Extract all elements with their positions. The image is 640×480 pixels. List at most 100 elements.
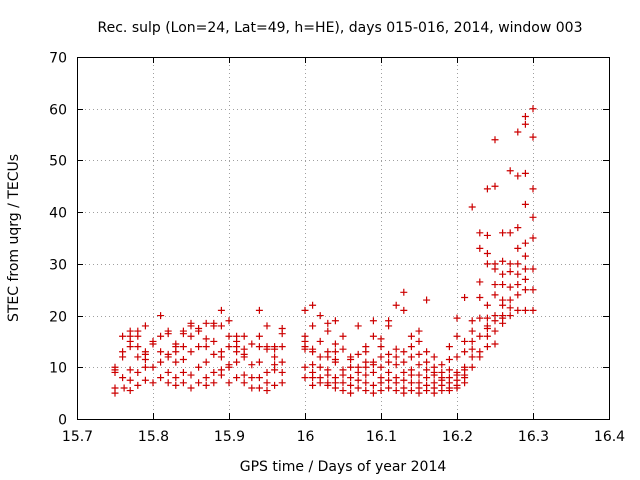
data-point bbox=[172, 340, 180, 348]
data-point bbox=[385, 376, 393, 384]
data-point bbox=[126, 387, 134, 395]
data-point bbox=[423, 296, 431, 304]
data-point bbox=[521, 120, 529, 128]
data-point bbox=[362, 371, 370, 379]
data-point bbox=[438, 361, 446, 369]
data-point bbox=[400, 376, 408, 384]
data-point bbox=[362, 343, 370, 351]
data-point bbox=[134, 343, 142, 351]
data-point bbox=[491, 340, 499, 348]
data-point bbox=[499, 281, 507, 289]
data-point bbox=[271, 353, 279, 361]
data-point bbox=[126, 366, 134, 374]
data-point bbox=[369, 389, 377, 397]
data-point bbox=[461, 363, 469, 371]
data-point bbox=[278, 379, 286, 387]
data-point bbox=[430, 363, 438, 371]
data-point bbox=[225, 379, 233, 387]
data-point bbox=[400, 358, 408, 366]
data-point bbox=[157, 358, 165, 366]
data-point bbox=[195, 343, 203, 351]
data-point bbox=[407, 353, 415, 361]
y-tick-label: 60 bbox=[49, 103, 67, 119]
data-point bbox=[369, 317, 377, 325]
data-point bbox=[157, 374, 165, 382]
data-point bbox=[179, 343, 187, 351]
data-point bbox=[521, 265, 529, 273]
y-tick-label: 50 bbox=[49, 154, 67, 170]
data-point bbox=[309, 361, 317, 369]
x-axis-label: GPS time / Days of year 2014 bbox=[240, 459, 447, 475]
data-point bbox=[529, 265, 537, 273]
data-point bbox=[271, 361, 279, 369]
data-point bbox=[392, 387, 400, 395]
data-point bbox=[369, 332, 377, 340]
data-point bbox=[210, 319, 218, 327]
data-point bbox=[483, 260, 491, 268]
data-point bbox=[377, 335, 385, 343]
data-point bbox=[415, 327, 423, 335]
data-point bbox=[141, 363, 149, 371]
data-point bbox=[514, 244, 522, 252]
x-tick-label: 15.8 bbox=[138, 429, 169, 445]
data-point bbox=[134, 353, 142, 361]
data-point bbox=[445, 356, 453, 364]
data-points bbox=[111, 105, 537, 397]
data-point bbox=[506, 296, 514, 304]
data-point bbox=[172, 374, 180, 382]
data-point bbox=[415, 350, 423, 358]
data-point bbox=[301, 332, 309, 340]
data-point bbox=[164, 350, 172, 358]
data-point bbox=[529, 306, 537, 314]
data-point bbox=[453, 332, 461, 340]
data-point bbox=[423, 374, 431, 382]
data-point bbox=[217, 348, 225, 356]
data-point bbox=[468, 363, 476, 371]
data-point bbox=[354, 376, 362, 384]
data-point bbox=[385, 322, 393, 330]
y-tick-label: 40 bbox=[49, 206, 67, 222]
data-point bbox=[423, 366, 431, 374]
data-point bbox=[491, 260, 499, 268]
y-tick-label: 70 bbox=[49, 51, 67, 67]
data-point bbox=[309, 381, 317, 389]
data-point bbox=[172, 358, 180, 366]
data-point bbox=[453, 353, 461, 361]
data-point bbox=[499, 270, 507, 278]
data-point bbox=[453, 368, 461, 376]
data-point bbox=[445, 343, 453, 351]
data-point bbox=[301, 363, 309, 371]
data-point bbox=[415, 337, 423, 345]
data-point bbox=[499, 229, 507, 237]
x-tick-label: 16 bbox=[297, 429, 315, 445]
data-point bbox=[324, 327, 332, 335]
data-point bbox=[195, 325, 203, 332]
data-point bbox=[119, 332, 127, 340]
data-point bbox=[134, 381, 142, 389]
x-tick-label: 16.1 bbox=[366, 429, 397, 445]
data-point bbox=[248, 340, 256, 348]
data-point bbox=[316, 353, 324, 361]
data-point bbox=[529, 234, 537, 242]
data-point bbox=[141, 348, 149, 356]
data-point bbox=[119, 348, 127, 356]
data-point bbox=[331, 317, 339, 325]
data-point bbox=[407, 379, 415, 387]
data-point bbox=[278, 325, 286, 332]
data-point bbox=[438, 368, 446, 376]
data-point bbox=[529, 105, 537, 113]
data-point bbox=[255, 332, 263, 340]
data-point bbox=[453, 314, 461, 322]
data-point bbox=[506, 283, 514, 291]
data-point bbox=[248, 361, 256, 369]
data-point bbox=[385, 350, 393, 358]
data-point bbox=[468, 353, 476, 361]
y-tick-label: 20 bbox=[49, 310, 67, 326]
data-point bbox=[476, 332, 484, 340]
data-point bbox=[331, 356, 339, 364]
data-point bbox=[157, 332, 165, 340]
data-point bbox=[331, 348, 339, 356]
data-point bbox=[316, 312, 324, 320]
data-point bbox=[187, 319, 195, 327]
data-point bbox=[423, 348, 431, 356]
